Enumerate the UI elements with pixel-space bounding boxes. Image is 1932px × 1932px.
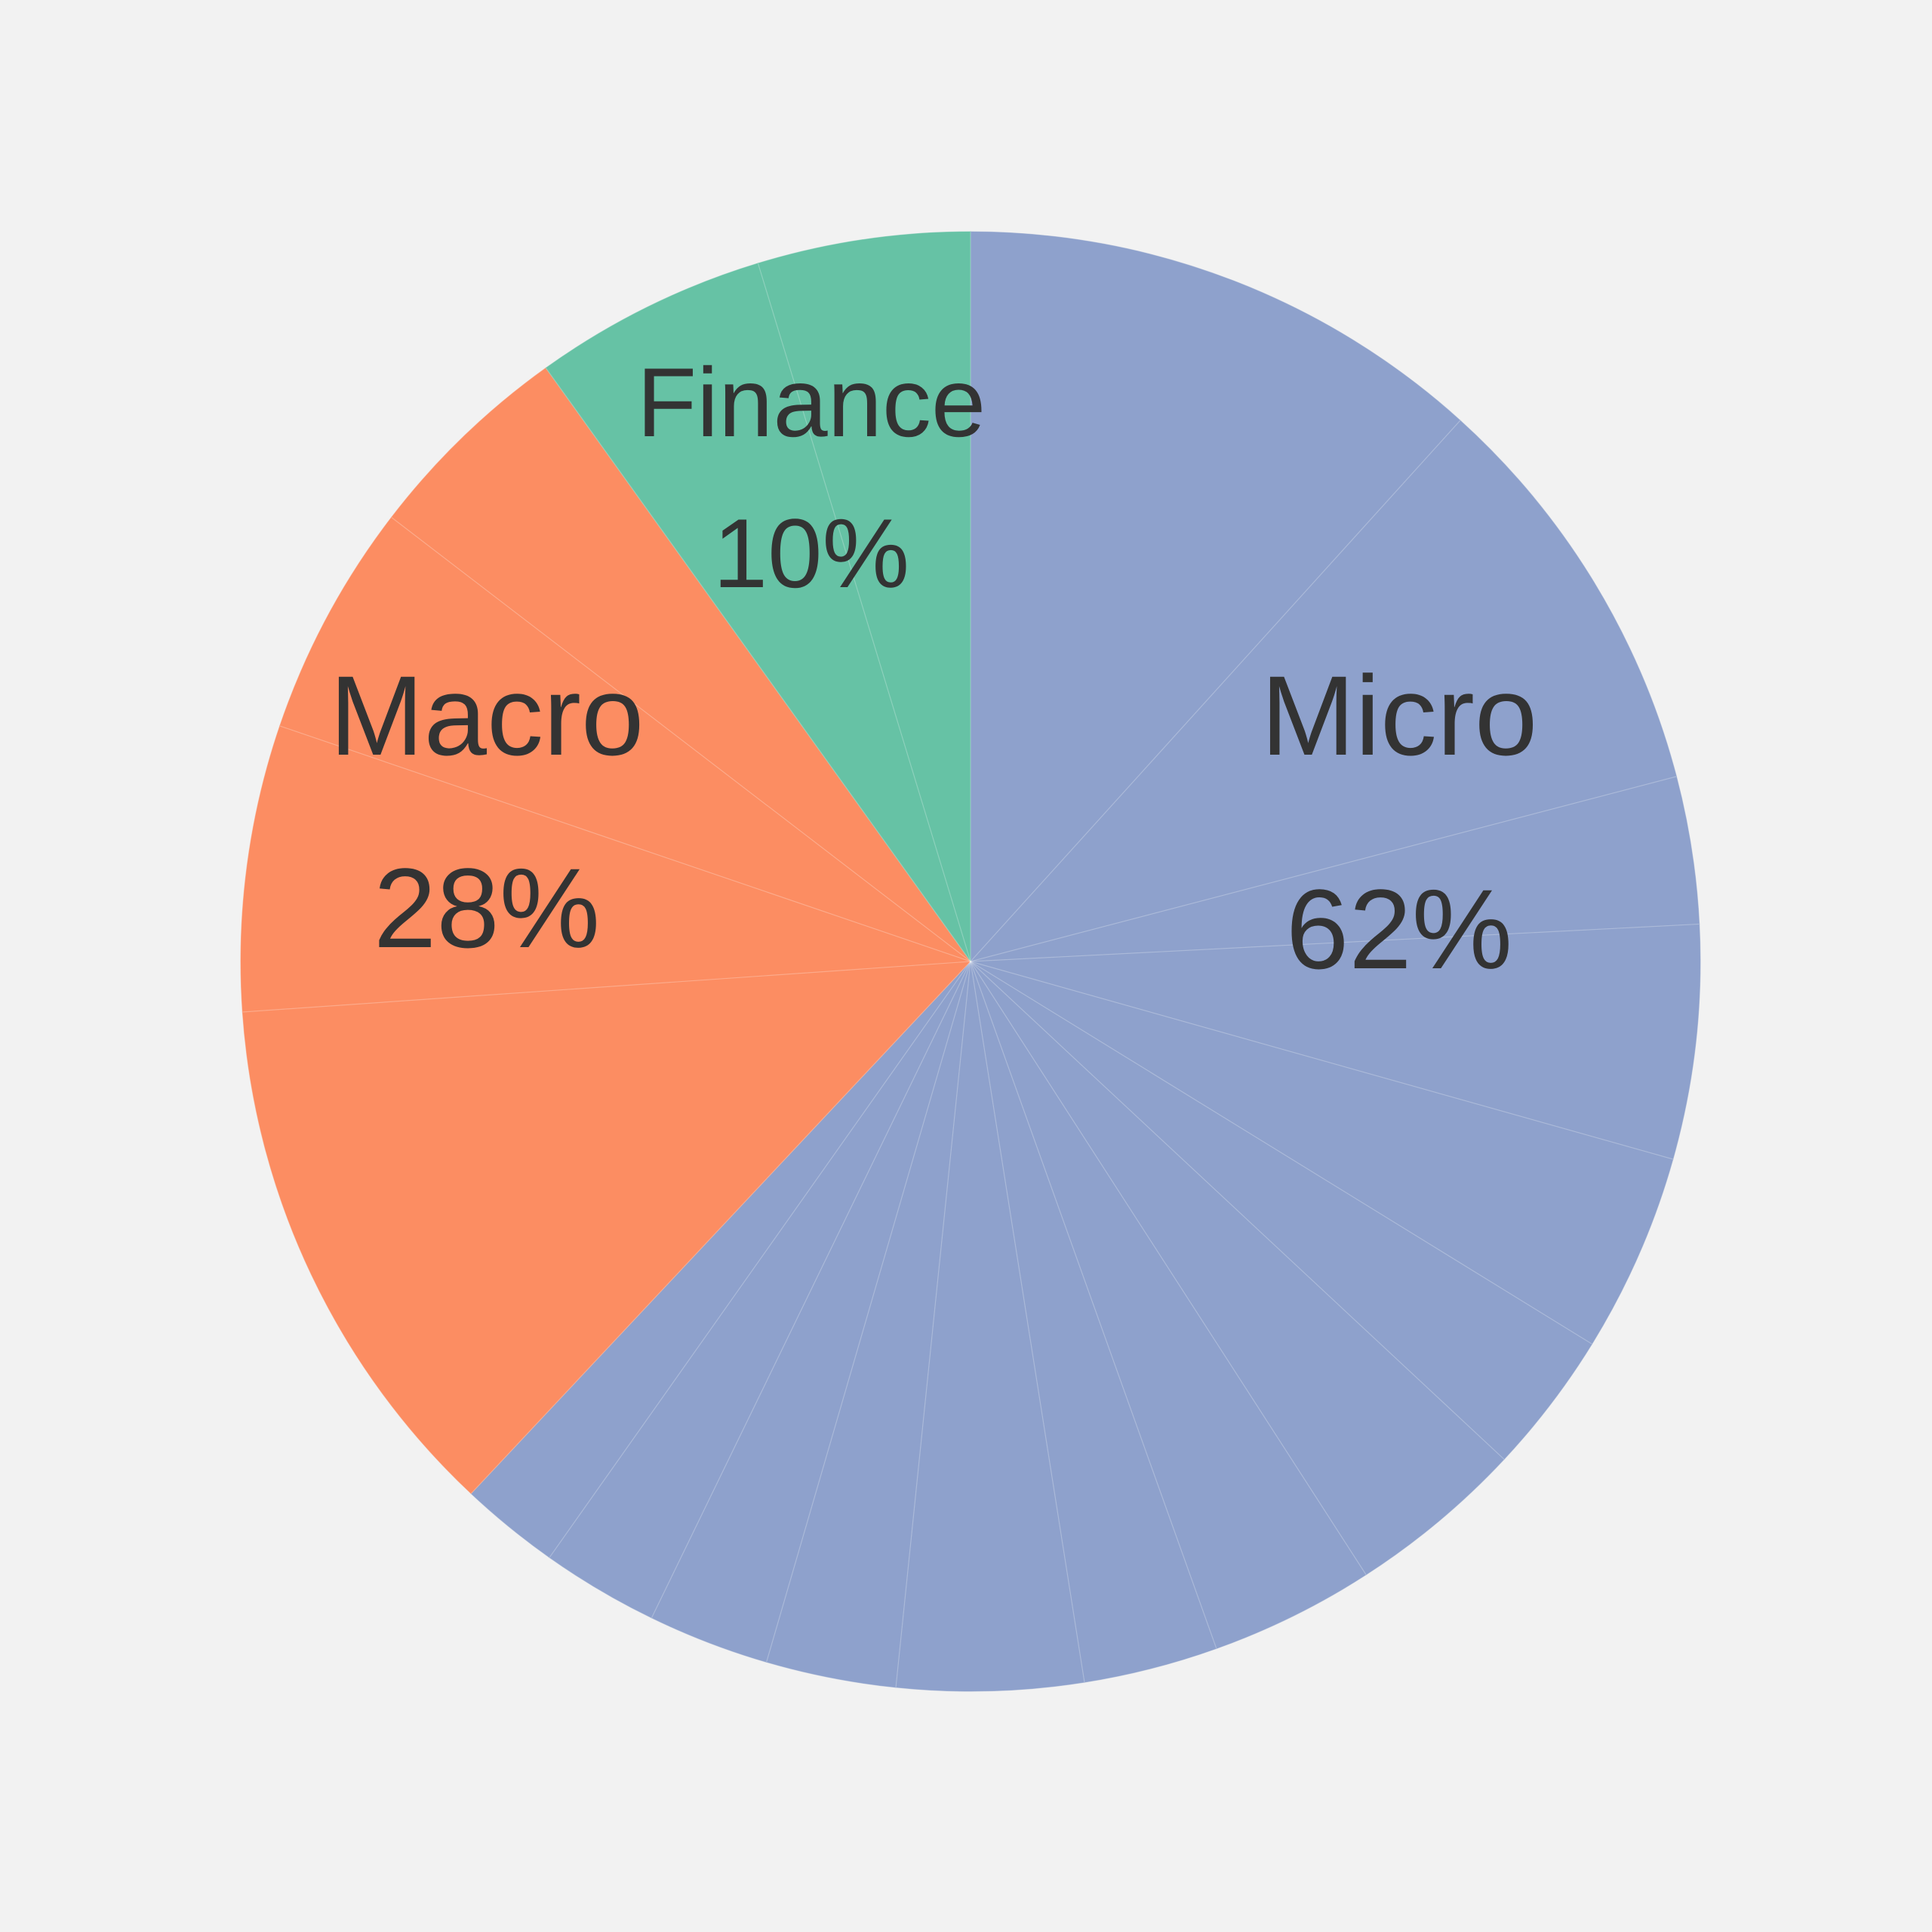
pie-slice-macro-0 <box>242 961 972 1494</box>
pie-slice-macro-3 <box>390 367 971 962</box>
slice-separator <box>970 961 1673 1160</box>
slice-separator <box>242 961 971 1013</box>
slice-label-finance-name: Finance <box>637 347 986 457</box>
pie-slice-micro-0 <box>970 231 1461 963</box>
slice-separator <box>391 517 971 962</box>
slice-separator <box>970 961 1367 1575</box>
pie-slice-micro-1 <box>969 420 1678 962</box>
slice-label-macro-percent: 28% <box>374 844 600 971</box>
pie-slices <box>240 231 1701 1692</box>
slice-separator <box>279 725 971 962</box>
pie-slice-micro-4 <box>970 961 1674 1345</box>
slice-separator <box>970 420 1461 962</box>
slice-separator <box>970 776 1677 962</box>
pie-labels: Micro 62% Macro 28% Finance 10% <box>330 347 1538 992</box>
pie-slice-micro-9 <box>895 961 1085 1692</box>
slice-separator <box>766 961 971 1663</box>
slice-separator <box>895 961 971 1687</box>
slice-label-finance-percent: 10% <box>713 498 909 608</box>
slice-label-micro-percent: 62% <box>1286 866 1512 992</box>
pie-slice-micro-3 <box>970 923 1701 1160</box>
slice-separator <box>651 961 971 1619</box>
slice-separator <box>549 961 971 1558</box>
slice-separator <box>545 368 971 962</box>
slice-label-micro-name: Micro <box>1261 652 1538 779</box>
slice-separator <box>970 961 1217 1649</box>
slice-separators <box>242 232 1700 1687</box>
pie-slice-finance-1 <box>757 231 971 962</box>
slice-separator <box>970 961 1505 1460</box>
slice-separator <box>970 961 1085 1683</box>
pie-slice-micro-7 <box>970 961 1367 1650</box>
pie-slice-finance-0 <box>545 263 971 962</box>
pie-slice-micro-6 <box>970 961 1505 1576</box>
slice-separator <box>970 923 1700 962</box>
pie-slice-macro-2 <box>279 516 971 962</box>
slice-label-macro-name: Macro <box>330 652 645 779</box>
pie-slice-macro-1 <box>240 725 971 1013</box>
slice-separator <box>970 961 1592 1345</box>
slice-separator <box>757 263 971 962</box>
slice-separator <box>470 961 971 1494</box>
